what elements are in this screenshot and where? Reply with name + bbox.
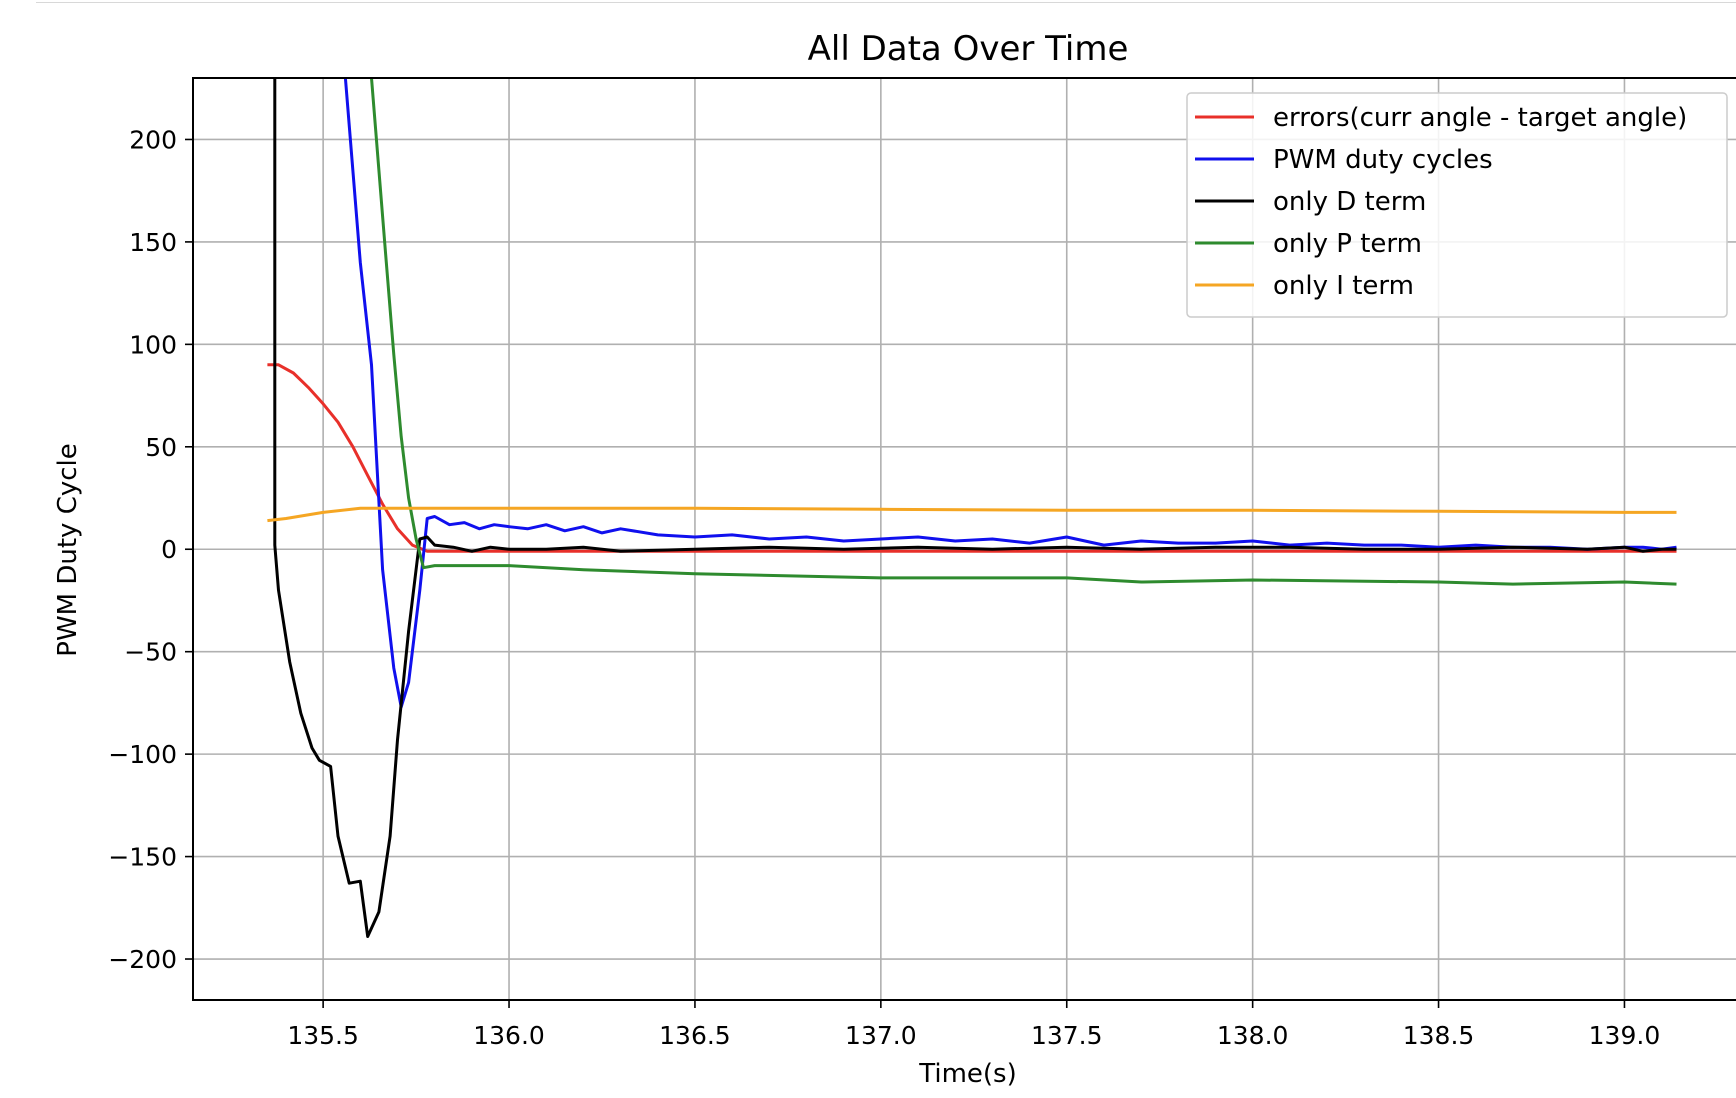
y-tick-label: −50 [124, 638, 177, 667]
y-tick-label: −150 [108, 843, 177, 872]
y-tick-label: 50 [145, 433, 177, 462]
x-tick-label: 135.5 [287, 1021, 359, 1050]
window-top-frame [36, 0, 1736, 3]
x-tick-label: 139.0 [1589, 1021, 1661, 1050]
legend-label: PWM duty cycles [1273, 145, 1493, 175]
series-line-only-i-term [267, 506, 1677, 523]
y-tick-label: 100 [129, 330, 177, 359]
x-axis-label: Time(s) [918, 1059, 1016, 1089]
series-lines [267, 78, 1677, 938]
y-tick-label: 0 [161, 535, 177, 564]
x-tick-label: 137.0 [845, 1021, 917, 1050]
x-tick-label: 138.5 [1403, 1021, 1475, 1050]
chart-title: All Data Over Time [808, 29, 1129, 69]
x-tick-label: 137.5 [1031, 1021, 1103, 1050]
y-tick-label: 200 [129, 125, 177, 154]
legend-label: only I term [1273, 271, 1414, 301]
y-tick-label: −200 [108, 945, 177, 974]
x-tick-label: 136.0 [473, 1021, 545, 1050]
series-line-errors-curr-angle-target-angle [267, 363, 1677, 553]
plot-area-frame [192, 77, 1736, 1001]
legend-label: only P term [1273, 229, 1422, 259]
legend-label: only D term [1273, 187, 1426, 217]
legend-label: errors(curr angle - target angle) [1273, 103, 1687, 133]
x-tick-label: 136.5 [659, 1021, 731, 1050]
axis-ticks: 135.5 136.0 136.5 137.0 137.5 138.0 138.5 139.0… [108, 125, 1660, 1050]
y-axis-label: PWM Duty Cycle [53, 443, 83, 656]
y-tick-label: −100 [108, 740, 177, 769]
legend: errors(curr angle - target angle) PWM dut… [1186, 92, 1728, 318]
y-tick-label: 150 [129, 228, 177, 257]
series-line-only-p-term [370, 78, 1677, 586]
series-line-only-d-term [273, 78, 1677, 938]
legend-box [1186, 92, 1728, 318]
x-tick-label: 138.0 [1217, 1021, 1289, 1050]
series-line-pwm-duty-cycles [343, 78, 1677, 709]
